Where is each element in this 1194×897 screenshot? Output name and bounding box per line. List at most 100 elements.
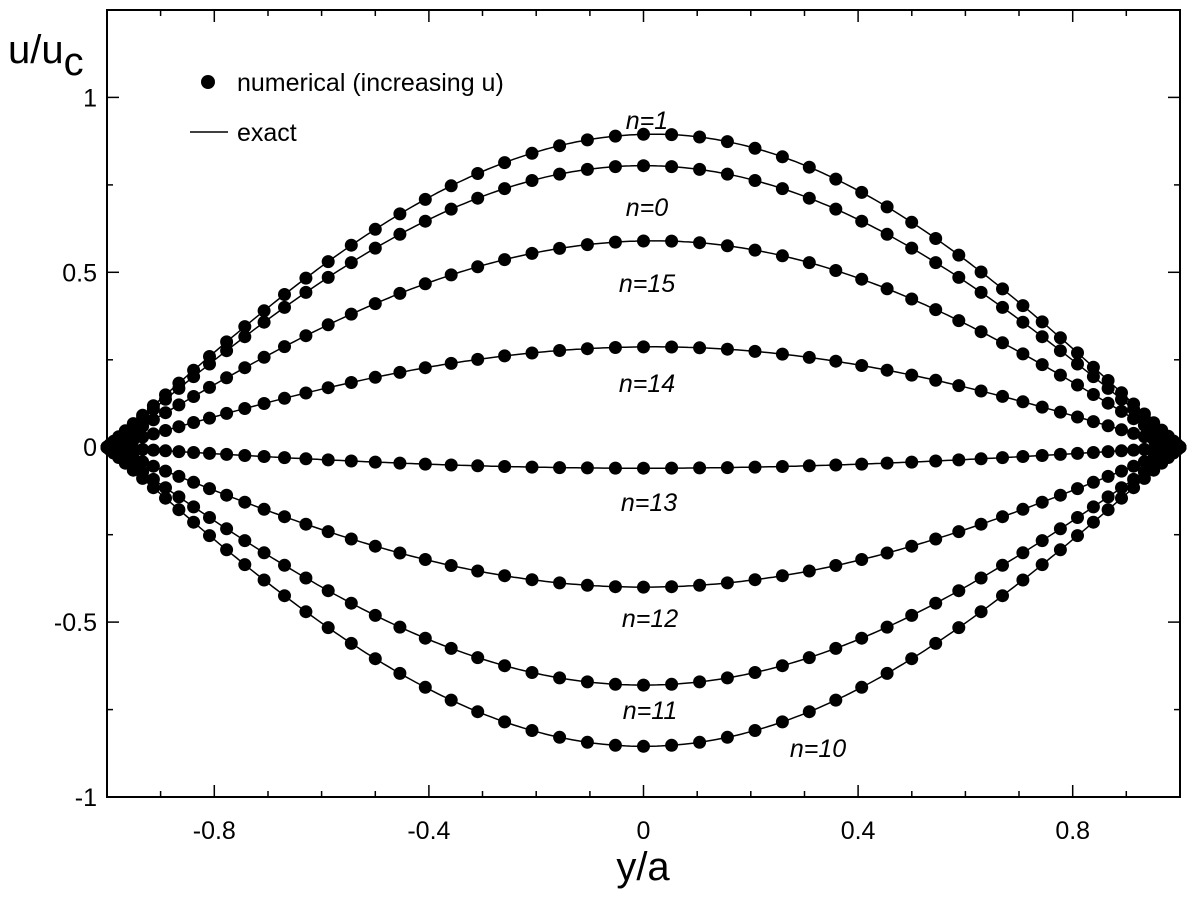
data-point [637, 127, 650, 141]
data-point [720, 167, 734, 181]
data-point [952, 621, 966, 635]
data-point [220, 488, 234, 502]
data-point [257, 315, 271, 329]
data-point [829, 693, 843, 707]
data-point [368, 222, 382, 236]
tick-labels: -0.8 -0.4 0 0.4 0.8 -1 -0.5 0 0.5 1 [54, 84, 1090, 845]
data-point [136, 419, 150, 433]
data-point [665, 128, 679, 142]
data-point [608, 341, 622, 354]
data-point [368, 370, 382, 384]
data-point [880, 200, 894, 214]
data-point [1071, 529, 1084, 543]
legend-marker-icon [201, 75, 215, 89]
data-point [278, 391, 291, 405]
data-point [748, 174, 762, 187]
data-point [498, 569, 512, 583]
data-point [974, 265, 988, 279]
data-point [321, 453, 335, 467]
x-axis-label: y/a [616, 845, 670, 889]
data-point [553, 241, 567, 255]
data-point [608, 160, 622, 174]
data-point [1086, 500, 1100, 514]
data-point [693, 461, 707, 475]
data-point [1127, 402, 1141, 416]
data-point [471, 191, 485, 205]
data-point [996, 389, 1009, 403]
data-point [929, 303, 943, 317]
data-point [1086, 388, 1100, 401]
data-point [159, 464, 172, 478]
data-point [905, 652, 919, 666]
data-point [344, 532, 358, 546]
data-point [829, 559, 843, 572]
data-point [720, 461, 734, 475]
data-point [665, 160, 679, 174]
data-point [580, 342, 594, 356]
data-point [321, 318, 335, 332]
data-point [929, 532, 943, 546]
data-point [159, 481, 172, 495]
data-point [471, 564, 485, 578]
data-point [238, 558, 252, 572]
data-point [444, 179, 458, 193]
data-point [525, 666, 539, 679]
data-point [471, 167, 485, 180]
data-point [238, 534, 252, 548]
data-point [880, 456, 894, 470]
data-point [996, 451, 1009, 465]
data-point [172, 503, 186, 517]
data-point [368, 608, 382, 622]
curve-label: n=1 [626, 107, 668, 135]
data-point [693, 341, 707, 355]
data-point [525, 146, 539, 160]
data-point [498, 715, 512, 729]
data-point [418, 361, 432, 375]
data-point [693, 130, 707, 144]
data-point [321, 270, 335, 284]
data-point [905, 292, 919, 306]
data-point [1016, 546, 1030, 560]
y-tick-label: 1 [83, 84, 97, 112]
data-point [580, 461, 594, 475]
data-point [393, 666, 407, 680]
data-point [525, 246, 539, 260]
data-point [172, 445, 186, 459]
data-point [136, 430, 150, 444]
data-point [1071, 482, 1084, 496]
data-point [238, 449, 252, 462]
data-point [665, 340, 679, 354]
data-point [471, 705, 485, 719]
data-point [299, 571, 313, 585]
data-point [553, 671, 567, 685]
data-point [1137, 471, 1151, 485]
data-point [203, 482, 216, 496]
data-point [418, 277, 432, 291]
data-point [444, 458, 458, 472]
data-point [693, 578, 707, 592]
data-point [996, 282, 1009, 296]
data-point [238, 320, 252, 334]
data-point [498, 182, 512, 196]
data-point [1071, 446, 1084, 460]
y-tick-label: -1 [75, 784, 97, 812]
data-point [802, 459, 816, 473]
data-point [974, 571, 988, 585]
data-point [952, 525, 966, 539]
data-point [929, 232, 943, 245]
data-point [580, 675, 594, 689]
data-point [996, 336, 1009, 350]
data-point [393, 546, 407, 560]
data-point [1086, 415, 1100, 429]
data-point [393, 620, 407, 634]
data-point [257, 350, 271, 364]
data-point [880, 227, 894, 241]
curve-label: n=15 [619, 270, 675, 298]
data-point [203, 511, 216, 524]
data-point [418, 214, 432, 228]
x-tick-label: 0.8 [1055, 817, 1090, 845]
x-tick-label: 0.4 [841, 817, 876, 845]
data-point [880, 282, 894, 296]
axis-ticks [106, 9, 1181, 798]
data-point [608, 235, 622, 249]
